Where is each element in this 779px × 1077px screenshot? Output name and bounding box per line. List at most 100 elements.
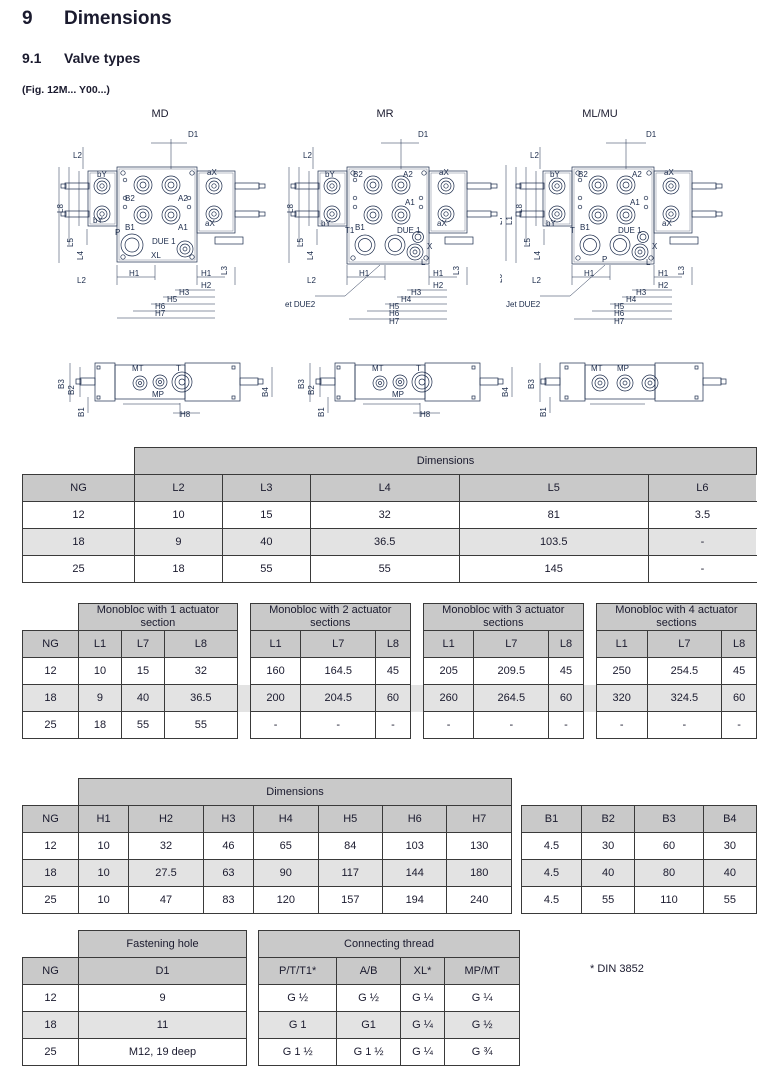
col-header-d1: D1 — [78, 957, 247, 985]
span-header-dimensions: Dimensions — [134, 447, 757, 475]
table-row-span-header: Dimensions — [22, 447, 757, 475]
col-header-l8: L8 — [163, 630, 238, 658]
svg-text:P: P — [115, 228, 120, 237]
chapter-number: 9 — [22, 8, 33, 29]
page-title: 9 Dimensions — [22, 8, 172, 30]
col-header-b3: B3 — [634, 805, 704, 833]
col-header-l7: L7 — [646, 630, 723, 658]
cell-value: 45 — [375, 657, 411, 685]
col-header-b4: B4 — [702, 805, 758, 833]
svg-text:bY: bY — [97, 170, 107, 179]
chapter-title: Dimensions — [64, 8, 172, 29]
svg-text:MT: MT — [372, 364, 384, 373]
svg-text:T: T — [570, 226, 575, 235]
svg-text:DUE 1: DUE 1 — [618, 226, 642, 235]
svg-text:L3: L3 — [452, 266, 461, 275]
col-header-h2: H2 — [128, 805, 204, 833]
col-header-b1: B1 — [520, 805, 583, 833]
drawing-mlmu-sideview: B3 B1 MT MP — [527, 362, 727, 417]
span-header-connecting-thread: Connecting thread — [258, 930, 520, 958]
cell-value: 9 — [78, 984, 247, 1012]
cell-value: - — [548, 711, 584, 739]
cell-value: - — [646, 711, 723, 739]
svg-text:H7: H7 — [614, 317, 625, 326]
svg-text:L4: L4 — [76, 251, 85, 260]
cell-value: 110 — [634, 886, 704, 914]
col-header-l1: L1 — [595, 630, 648, 658]
svg-text:B1: B1 — [580, 223, 590, 232]
cell-value: 164.5 — [300, 657, 377, 685]
svg-text:H1: H1 — [584, 269, 595, 278]
cell-value: 10 — [78, 657, 122, 685]
cell-value: 4.5 — [520, 832, 583, 860]
cell-value: 46 — [202, 832, 255, 860]
cell-value: 3.5 — [647, 501, 758, 529]
svg-text:MT: MT — [591, 364, 603, 373]
table-monobloc: Monobloc with 1 actuator section Monoblo… — [22, 603, 758, 739]
table-row: 4.5 30 60 30 — [520, 832, 758, 860]
cell-value: 160 — [249, 657, 302, 685]
svg-text:X: X — [427, 242, 433, 251]
gap-cell — [410, 711, 424, 739]
table-row: G ½ G ½ G ¼ G ¼ — [257, 984, 520, 1012]
cell-value: 254.5 — [646, 657, 723, 685]
cell-ng: 18 — [22, 684, 79, 712]
svg-text:L7: L7 — [500, 216, 504, 225]
cell-value: 10 — [77, 886, 130, 914]
group-header-monobloc-1: Monobloc with 1 actuator section — [78, 603, 238, 631]
col-header-ng: NG — [22, 805, 79, 833]
cell-value: 55 — [702, 886, 758, 914]
cell-value: - — [249, 711, 302, 739]
section-number: 9.1 — [22, 50, 42, 66]
cell-value: - — [473, 711, 550, 739]
col-header-h4: H4 — [253, 805, 319, 833]
cell-value: 60 — [548, 684, 584, 712]
table-row: 4.5 55 110 55 — [520, 886, 758, 914]
cell-ng: 12 — [22, 501, 135, 529]
cell-value: 10 — [134, 501, 223, 529]
gap-cell — [583, 684, 597, 712]
svg-text:L2: L2 — [77, 276, 86, 285]
col-header-l7: L7 — [300, 630, 377, 658]
svg-text:L5: L5 — [523, 238, 532, 247]
gap-cell — [237, 630, 251, 658]
cell-value: 18 — [78, 711, 122, 739]
cell-value: - — [300, 711, 377, 739]
cell-ng: 18 — [22, 1011, 79, 1039]
cell-value: G ½ — [336, 984, 401, 1012]
drawing-mlmu-topview: L2 L7 L1 L8 L5 L4 L6 L2 D1 bY bY B2 B1 A… — [500, 130, 723, 326]
svg-text:B4: B4 — [261, 387, 270, 397]
svg-text:H1: H1 — [359, 269, 370, 278]
svg-text:P: P — [602, 255, 607, 264]
svg-text:bY: bY — [546, 219, 556, 228]
svg-text:B2: B2 — [125, 194, 135, 203]
col-header-ptt1: P/T/T1* — [257, 957, 338, 985]
group-header-monobloc-4: Monobloc with 4 actuator sections — [595, 603, 758, 631]
svg-text:L2: L2 — [73, 151, 82, 160]
svg-text:X: X — [652, 242, 658, 251]
table-row: 4.5 40 80 40 — [520, 859, 758, 887]
cell-value: 200 — [249, 684, 302, 712]
drawing-title-mlmu: ML/MU — [582, 108, 618, 120]
svg-text:MT: MT — [132, 364, 144, 373]
cell-value: 4.5 — [520, 886, 583, 914]
col-header-l8: L8 — [721, 630, 757, 658]
empty-corner-cell — [22, 447, 135, 475]
svg-text:Jet DUE2: Jet DUE2 — [506, 300, 541, 309]
svg-text:B1: B1 — [77, 407, 86, 417]
svg-text:B1: B1 — [125, 223, 135, 232]
svg-text:H1: H1 — [201, 269, 212, 278]
cell-value: 27.5 — [128, 859, 204, 887]
svg-text:D1: D1 — [418, 130, 429, 139]
cell-value: 103 — [381, 832, 448, 860]
drawing-title-mr: MR — [376, 108, 394, 120]
section-title: 9.1 Valve types — [22, 50, 140, 66]
svg-text:D1: D1 — [646, 130, 657, 139]
cell-value: 180 — [446, 859, 512, 887]
table-row: 18 10 27.5 63 90 117 144 180 — [22, 859, 512, 887]
cell-value: 80 — [634, 859, 704, 887]
cell-value: 18 — [134, 555, 223, 583]
cell-ng: 12 — [22, 657, 79, 685]
cell-ng: 12 — [22, 984, 79, 1012]
gap-cell — [410, 657, 424, 685]
